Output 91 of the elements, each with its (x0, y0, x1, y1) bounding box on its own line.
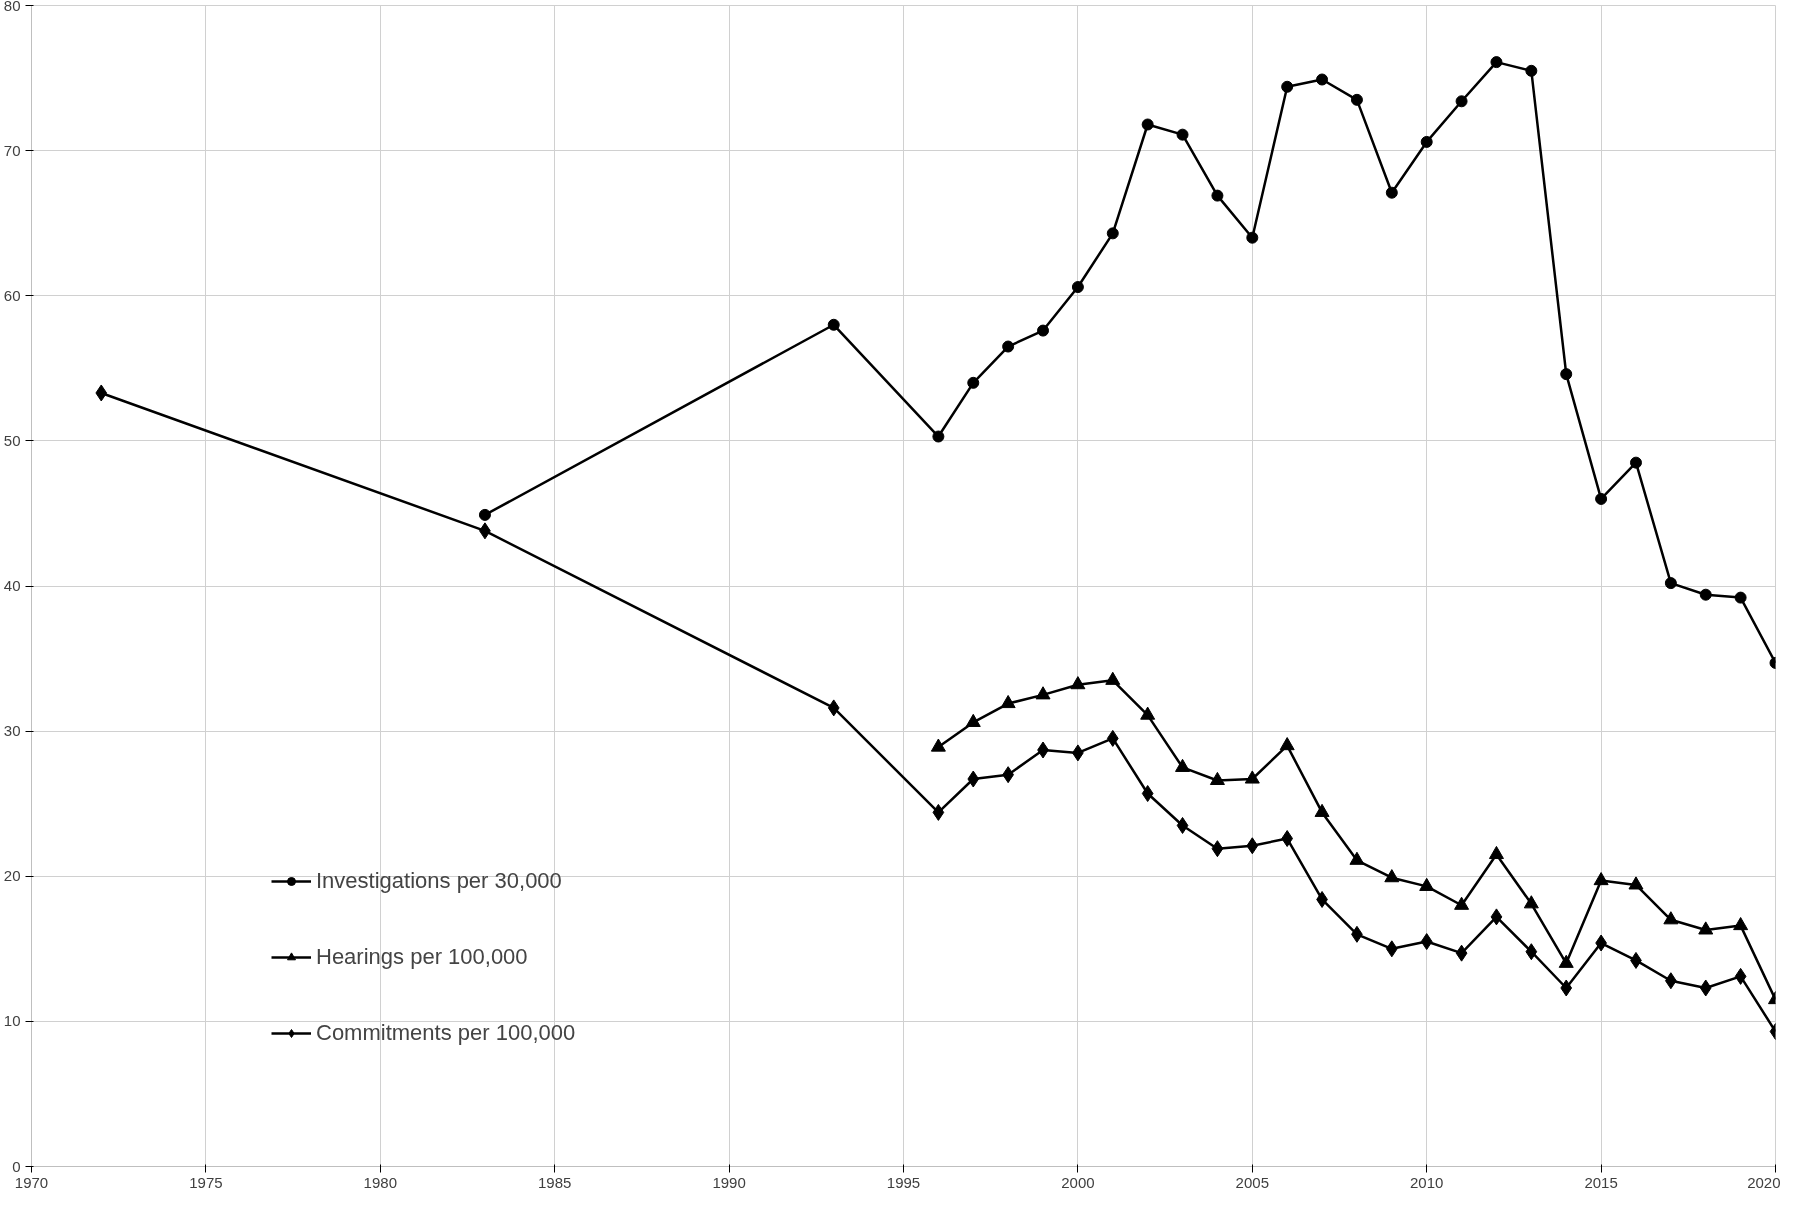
point (1490, 908, 1503, 926)
point (1071, 281, 1084, 294)
point (1699, 588, 1712, 601)
x-tick-label: 1975 (189, 1173, 223, 1191)
y-tick-label: 70 (3, 141, 21, 159)
point (1525, 64, 1538, 77)
point (1593, 872, 1609, 886)
x-tick-label: 2000 (1061, 1173, 1095, 1191)
point (1560, 979, 1573, 997)
point (1523, 895, 1539, 909)
point (1002, 340, 1015, 353)
y-tick-label: 50 (3, 431, 21, 449)
point (1734, 967, 1747, 985)
y-tick-label: 40 (3, 577, 21, 594)
x-tick-label: 1985 (538, 1173, 572, 1191)
y-tick-label: 60 (3, 286, 21, 304)
y-tick-label: 30 (3, 722, 21, 740)
point (1035, 686, 1051, 700)
point (1316, 73, 1329, 86)
point (1490, 56, 1503, 69)
x-tick-label: 1990 (712, 1173, 746, 1191)
point (1037, 324, 1050, 337)
point (1664, 577, 1677, 590)
point (1106, 227, 1119, 240)
x-tick-label: 1980 (363, 1173, 397, 1191)
point (1209, 771, 1225, 786)
x-tick-label: 1970 (14, 1173, 49, 1191)
point (1629, 456, 1642, 469)
point (1698, 921, 1714, 935)
point (1419, 877, 1435, 891)
point (1350, 93, 1363, 106)
x-tick-label: 2005 (1235, 1173, 1269, 1191)
point (478, 508, 491, 521)
y-tick-label: 0 (12, 1157, 21, 1175)
point (1281, 830, 1294, 848)
y-tick-label: 10 (3, 1012, 21, 1030)
y-tick-label: 80 (3, 0, 21, 14)
legend-label: Hearings per 100,000 (316, 944, 528, 970)
point (1663, 911, 1679, 925)
point (1140, 706, 1156, 720)
point (967, 376, 980, 389)
x-tick-label: 2010 (1410, 1173, 1444, 1191)
point (95, 384, 108, 402)
x-tick-label: 2020 (1747, 1173, 1781, 1191)
point (827, 318, 840, 331)
point (1141, 118, 1154, 131)
x-tick-label: 1995 (886, 1173, 921, 1191)
point (1558, 954, 1574, 968)
point (1211, 189, 1224, 202)
point (1176, 816, 1189, 834)
point (967, 770, 980, 788)
point (1175, 758, 1191, 772)
point (1560, 368, 1573, 381)
point (930, 738, 946, 752)
point (1176, 128, 1189, 141)
legend-label: Commitments per 100,000 (316, 1020, 576, 1046)
point (965, 713, 981, 727)
point (932, 803, 945, 821)
point (1455, 944, 1468, 962)
point (1384, 869, 1400, 883)
point (1281, 80, 1294, 93)
point (1595, 492, 1608, 505)
point (1279, 737, 1295, 751)
legend-label: Investigations per 30,000 (316, 868, 562, 894)
point (1349, 851, 1365, 865)
point (1733, 917, 1749, 931)
point (1246, 231, 1259, 244)
y-tick-label: 20 (3, 867, 21, 885)
x-tick-label: 2015 (1584, 1173, 1618, 1191)
point (1070, 676, 1086, 690)
point (1455, 95, 1468, 108)
point (1246, 837, 1259, 855)
point (1000, 694, 1016, 709)
point (1385, 940, 1398, 958)
point (1454, 896, 1470, 910)
point (1488, 845, 1504, 860)
point (1420, 933, 1433, 951)
point (1525, 943, 1538, 961)
point (1385, 186, 1398, 199)
point (1314, 803, 1330, 817)
point (1420, 135, 1433, 148)
point (827, 699, 840, 717)
point (1106, 729, 1119, 747)
point (1628, 876, 1644, 890)
point (1734, 591, 1747, 604)
point (1211, 840, 1224, 858)
point (1141, 785, 1154, 803)
point (1244, 770, 1260, 784)
point (1699, 979, 1712, 997)
point (1105, 671, 1121, 685)
point (932, 430, 945, 443)
